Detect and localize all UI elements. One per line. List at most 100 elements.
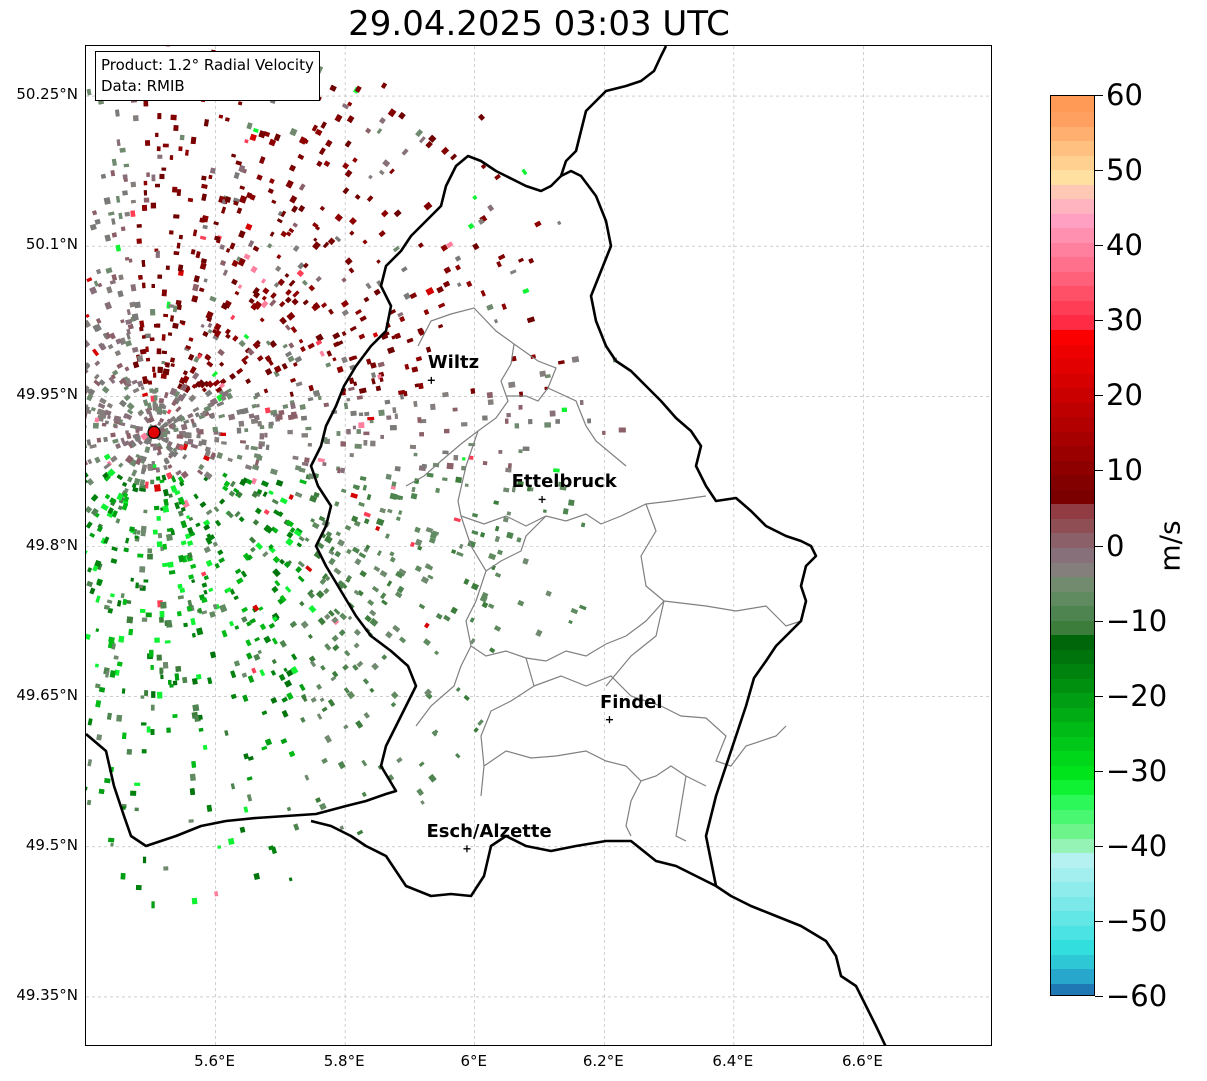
radar-echo-pixel bbox=[275, 265, 282, 272]
radar-echo-pixel bbox=[285, 519, 294, 528]
radar-echo-pixel bbox=[455, 687, 461, 692]
radar-echo-pixel bbox=[90, 407, 96, 412]
radar-echo-pixel bbox=[87, 759, 93, 767]
radar-echo-pixel bbox=[202, 224, 208, 230]
radar-echo-pixel bbox=[143, 190, 147, 196]
radar-echo-pixel bbox=[387, 346, 395, 354]
radar-echo-pixel bbox=[110, 842, 114, 847]
canton-border-remich-east bbox=[675, 775, 687, 842]
radar-echo-pixel bbox=[157, 274, 163, 279]
radar-echo-pixel bbox=[458, 543, 464, 549]
radar-echo-pixel bbox=[104, 493, 111, 500]
radar-echo-pixel bbox=[218, 114, 224, 119]
radar-echo-pixel bbox=[86, 580, 94, 588]
radar-echo-pixel bbox=[351, 515, 359, 523]
radar-echo-pixel bbox=[363, 431, 370, 436]
radar-echo-pixel bbox=[271, 199, 277, 205]
radar-echo-pixel bbox=[103, 462, 111, 470]
radar-echo-pixel bbox=[187, 552, 193, 559]
radar-echo-pixel bbox=[384, 533, 390, 539]
radar-echo-pixel bbox=[139, 608, 146, 614]
radar-echo-pixel bbox=[268, 845, 274, 851]
colorbar-tick-label: 0 bbox=[1106, 528, 1125, 563]
radar-echo-pixel bbox=[207, 328, 213, 334]
radar-echo-pixel bbox=[243, 753, 250, 760]
radar-echo-pixel bbox=[208, 174, 213, 180]
radar-echo-pixel bbox=[487, 204, 495, 212]
radar-echo-pixel bbox=[289, 164, 296, 172]
radar-echo-pixel bbox=[161, 474, 167, 481]
radar-echo-pixel bbox=[281, 696, 288, 703]
radar-echo-pixel bbox=[176, 304, 182, 311]
radar-echo-pixel bbox=[369, 617, 379, 627]
radar-echo-pixel bbox=[151, 901, 155, 909]
radar-echo-pixel bbox=[252, 604, 260, 612]
canton-border-mersch bbox=[485, 515, 547, 572]
radar-echo-pixel bbox=[249, 536, 256, 544]
radar-echo-pixel bbox=[162, 143, 169, 148]
radar-echo-pixel bbox=[472, 194, 478, 201]
radar-echo-pixel bbox=[473, 727, 479, 733]
radar-echo-pixel bbox=[558, 481, 562, 487]
radar-echo-pixel bbox=[368, 174, 373, 180]
canton-border-echternach bbox=[605, 600, 665, 687]
radar-echo-pixel bbox=[250, 302, 259, 311]
radar-echo-pixel bbox=[259, 623, 267, 631]
radar-echo-pixel bbox=[273, 509, 280, 516]
radar-echo-pixel bbox=[396, 757, 403, 764]
radar-echo-pixel bbox=[302, 299, 309, 306]
radar-echo-pixel bbox=[189, 531, 196, 537]
radar-echo-pixel bbox=[155, 467, 161, 473]
radar-echo-pixel bbox=[376, 259, 381, 264]
city-marker bbox=[538, 495, 546, 503]
radar-map[interactable] bbox=[86, 46, 992, 1046]
radar-echo-pixel bbox=[195, 674, 202, 680]
radar-echo-pixel bbox=[178, 146, 183, 152]
radar-echo-pixel bbox=[252, 341, 261, 350]
radar-echo-pixel bbox=[559, 486, 567, 491]
colorbar-segment bbox=[1051, 430, 1094, 447]
radar-echo-pixel bbox=[159, 610, 165, 618]
canton-border-capellen bbox=[533, 675, 787, 767]
radar-echo-pixel bbox=[89, 443, 97, 449]
radar-echo-pixel bbox=[93, 280, 99, 287]
radar-echo-pixel bbox=[549, 410, 556, 417]
radar-echo-pixel bbox=[187, 438, 194, 445]
radar-echo-pixel bbox=[89, 587, 96, 595]
radar-echo-pixel bbox=[224, 196, 232, 203]
radar-echo-pixel bbox=[425, 141, 433, 149]
radar-echo-pixel bbox=[170, 315, 174, 322]
colorbar-segment bbox=[1051, 619, 1094, 636]
radar-echo-pixel bbox=[334, 213, 343, 222]
radar-echo-pixel bbox=[176, 611, 182, 617]
radar-echo-pixel bbox=[168, 450, 176, 458]
radar-echo-pixel bbox=[172, 680, 178, 686]
radar-echo-pixel bbox=[141, 749, 147, 754]
radar-echo-pixel bbox=[92, 348, 100, 357]
radar-echo-pixel bbox=[327, 237, 336, 246]
map-panel[interactable]: Product: 1.2° Radial Velocity Data: RMIB… bbox=[85, 45, 992, 1046]
radar-echo-pixel bbox=[130, 790, 137, 796]
radar-echo-pixel bbox=[391, 335, 396, 340]
radar-echo-pixel bbox=[156, 541, 163, 548]
radar-echo-pixel bbox=[321, 533, 327, 539]
colorbar-segment bbox=[1051, 735, 1094, 752]
radar-echo-pixel bbox=[299, 136, 308, 145]
radar-echo-pixel bbox=[171, 450, 179, 458]
radar-echo-pixel bbox=[356, 829, 364, 836]
radar-echo-pixel bbox=[295, 381, 303, 387]
radar-echo-pixel bbox=[530, 354, 536, 360]
radar-echo-pixel bbox=[365, 282, 372, 290]
radar-echo-pixel bbox=[206, 804, 213, 812]
radar-echo-pixel bbox=[265, 368, 273, 376]
radar-echo-pixel bbox=[118, 274, 124, 281]
radar-echo-pixel bbox=[127, 476, 133, 483]
radar-echo-pixel bbox=[209, 413, 215, 420]
radar-echo-pixel bbox=[285, 296, 292, 304]
radar-echo-pixel bbox=[286, 806, 292, 812]
radar-echo-pixel bbox=[141, 282, 146, 289]
radar-echo-pixel bbox=[86, 424, 87, 429]
radar-echo-pixel bbox=[300, 620, 309, 629]
radar-echo-pixel bbox=[99, 397, 107, 405]
radar-echo-pixel bbox=[233, 660, 241, 667]
